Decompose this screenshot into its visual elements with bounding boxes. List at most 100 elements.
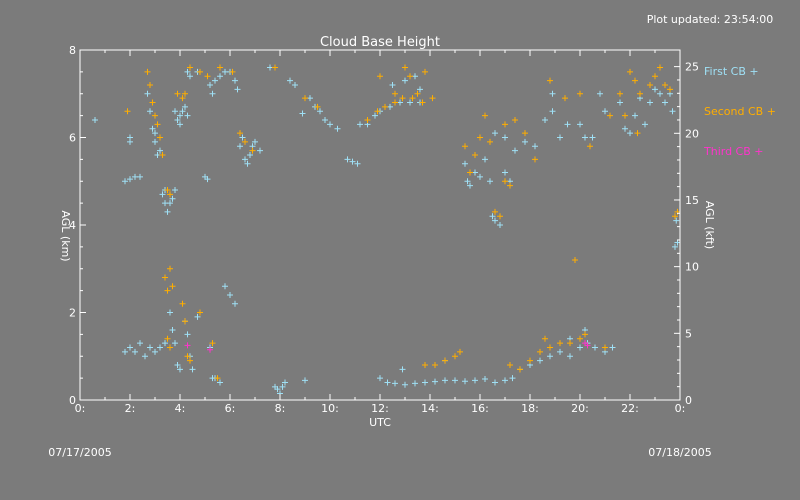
data-point (602, 108, 608, 115)
data-point (627, 130, 633, 137)
data-point (184, 353, 191, 360)
data-point (172, 187, 178, 193)
data-point (132, 348, 138, 355)
data-point (647, 82, 653, 88)
data-point (177, 121, 183, 128)
data-point (557, 340, 563, 347)
data-point (669, 108, 676, 115)
data-point (537, 348, 543, 355)
data-point (632, 112, 638, 119)
data-point (147, 108, 153, 115)
data-point (597, 90, 603, 97)
series-first-cb (92, 64, 681, 397)
data-point (587, 143, 593, 150)
data-point (477, 134, 483, 141)
y-tick-label-left: 4 (69, 219, 76, 232)
data-point (642, 121, 648, 128)
data-point (214, 375, 221, 382)
data-point (179, 95, 186, 102)
data-point (152, 348, 158, 355)
data-point (177, 112, 183, 119)
data-point (377, 73, 383, 80)
data-point (152, 130, 158, 137)
data-point (607, 112, 613, 119)
data-point (432, 378, 438, 385)
data-point (414, 90, 421, 97)
data-point (384, 379, 391, 386)
data-point (549, 90, 556, 97)
data-point (169, 327, 176, 333)
data-point (577, 90, 583, 97)
data-point (167, 309, 173, 316)
data-point (182, 103, 188, 110)
data-point (217, 64, 223, 71)
data-point (652, 86, 658, 93)
data-point (537, 357, 543, 364)
data-point (417, 86, 423, 93)
data-point (209, 90, 216, 97)
axes: 0: 2: 4: 6: 8: 10: 12: 14: 16: 18: 20: 22: 0:0246805… (69, 44, 699, 415)
data-point (562, 95, 568, 102)
data-point (452, 353, 458, 360)
data-point (662, 99, 668, 106)
data-point (673, 217, 680, 224)
data-point (237, 143, 243, 150)
data-point (389, 82, 396, 88)
data-point (272, 64, 278, 71)
y-tick-label-left: 6 (69, 132, 76, 145)
data-point (557, 348, 563, 355)
data-point (652, 73, 658, 80)
x-tick-label: 22: (621, 402, 639, 415)
data-point (419, 99, 426, 106)
data-point (497, 213, 503, 220)
data-point (382, 103, 388, 110)
data-point (522, 130, 528, 137)
data-point (517, 366, 523, 373)
data-point (184, 112, 191, 119)
y-tick-label-right: 5 (685, 327, 692, 340)
data-point (244, 160, 251, 167)
data-point (617, 99, 623, 106)
data-point (409, 95, 416, 102)
x-tick-label: 20: (571, 402, 589, 415)
data-point (487, 178, 493, 185)
data-point (212, 77, 218, 84)
data-point (159, 152, 166, 158)
data-point (592, 344, 598, 351)
data-point (372, 112, 378, 119)
data-point (249, 147, 256, 154)
data-point (374, 108, 381, 115)
data-point (194, 313, 201, 320)
data-point (527, 357, 533, 364)
data-point (127, 344, 133, 351)
data-point (147, 344, 153, 351)
data-point (152, 138, 158, 145)
data-point (222, 283, 228, 290)
data-point (637, 90, 643, 97)
data-point (402, 64, 408, 71)
y-tick-label-right: 10 (685, 261, 699, 274)
data-point (157, 134, 163, 141)
data-point (502, 134, 508, 141)
data-point (164, 335, 171, 342)
data-point (137, 173, 143, 180)
data-point (149, 99, 156, 106)
data-point (122, 348, 128, 355)
data-point (532, 143, 538, 150)
data-point (157, 147, 163, 154)
y-tick-label-left: 0 (69, 394, 76, 407)
data-point (442, 357, 448, 364)
data-point (399, 95, 406, 102)
data-point (302, 377, 308, 384)
data-point (532, 156, 538, 163)
data-point (127, 134, 133, 141)
data-point (232, 77, 238, 84)
chart-title: Cloud Base Height (320, 35, 440, 50)
data-point (609, 344, 616, 351)
data-point (232, 300, 238, 307)
data-point (634, 130, 641, 137)
data-point (442, 377, 448, 384)
data-point (149, 125, 156, 132)
start-date: 07/17/2005 (48, 446, 111, 459)
data-point (197, 68, 203, 75)
